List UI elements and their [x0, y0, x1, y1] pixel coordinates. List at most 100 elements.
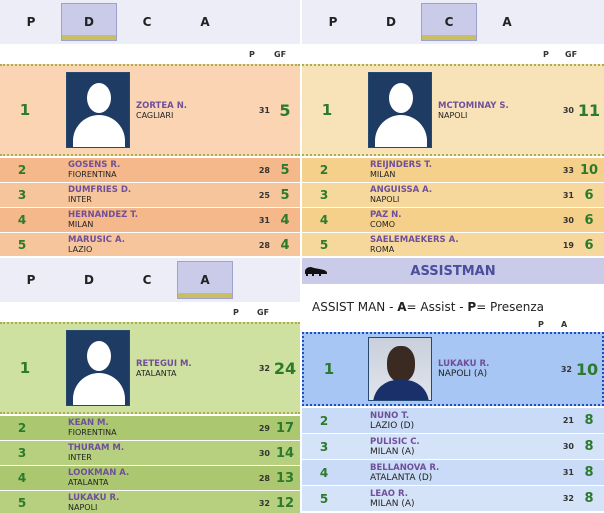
goals: 6	[584, 212, 594, 228]
list-item[interactable]: 4 LOOKMAN A. ATALANTA 28 13	[0, 466, 300, 490]
list-item[interactable]: 3 THURAM M. INTER 30 14	[0, 441, 300, 465]
player-list: 2 NUNO T. LAZIO (D) 21 8 3 PULISIC C. MILA…	[302, 408, 604, 512]
role-tabs: P D C A	[302, 0, 604, 44]
player-team: NAPOLI	[370, 195, 400, 204]
tab-p[interactable]: P	[3, 261, 59, 299]
list-item[interactable]: 2 NUNO T. LAZIO (D) 21 8	[302, 408, 604, 433]
goals: 5	[280, 162, 290, 178]
appearances: 30	[562, 215, 574, 225]
player-team: NAPOLI (A)	[438, 369, 488, 379]
rank: 5	[17, 496, 27, 510]
rank: 3	[319, 188, 329, 202]
player-name: LOOKMAN A.	[68, 468, 130, 478]
col-header-a: A	[561, 320, 568, 329]
top-player-row[interactable]: 1 MCTOMINAY S. NAPOLI 30 11	[302, 64, 604, 156]
player-team: LAZIO (D)	[370, 420, 415, 431]
goals: 6	[584, 187, 594, 203]
player-info: RETEGUI M. ATALANTA	[136, 359, 248, 378]
top-player-row[interactable]: 1 LUKAKU R. NAPOLI (A) 32 10	[302, 332, 604, 406]
list-item[interactable]: 2 KEAN M. FIORENTINA 29 17	[0, 416, 300, 440]
assists: 8	[584, 439, 594, 454]
tab-a[interactable]: A	[177, 3, 233, 41]
player-name: MCTOMINAY S.	[438, 100, 509, 111]
player-team: CAGLIARI	[136, 110, 174, 120]
top-player-row[interactable]: 1 RETEGUI M. ATALANTA 32 24	[0, 322, 300, 414]
player-name: PULISIC C.	[370, 436, 420, 447]
list-item[interactable]: 4 HERNANDEZ T. MILAN 31 4	[0, 208, 300, 232]
list-item[interactable]: 5 LUKAKU R. NAPOLI 32 12	[0, 491, 300, 513]
tab-a[interactable]: A	[479, 3, 535, 41]
rank: 4	[319, 213, 329, 227]
list-item[interactable]: 5 LEAO R. MILAN (A) 32 8	[302, 486, 604, 511]
player-name: ZORTEA N.	[136, 100, 188, 111]
tab-c[interactable]: C	[119, 261, 175, 299]
player-team: LAZIO	[68, 245, 93, 254]
tab-p[interactable]: P	[305, 3, 361, 41]
goals: 12	[275, 495, 295, 511]
player-team: MILAN (A)	[370, 498, 415, 509]
col-header-p: P	[538, 320, 544, 329]
goals: 11	[577, 100, 601, 120]
tab-p[interactable]: P	[3, 3, 59, 41]
role-tabs: P D C A	[0, 258, 300, 302]
tab-c[interactable]: C	[421, 3, 477, 41]
tab-c[interactable]: C	[119, 3, 175, 41]
appearances: 32	[562, 494, 574, 503]
player-info: MCTOMINAY S. NAPOLI	[438, 101, 552, 120]
list-item[interactable]: 3 PULISIC C. MILAN (A) 30 8	[302, 434, 604, 459]
assists: 8	[584, 491, 594, 506]
player-name: GOSENS R.	[68, 160, 121, 170]
player-name: LUKAKU R.	[438, 359, 490, 369]
panel-assistman: ASSISTMAN ASSIST MAN - A= Assist - P= Pr…	[302, 258, 604, 513]
list-item[interactable]: 2 GOSENS R. FIORENTINA 28 5	[0, 158, 300, 182]
list-item[interactable]: 4 PAZ N. COMO 30 6	[302, 208, 604, 232]
player-list: 2 GOSENS R. FIORENTINA 28 5 3 DUMFRIES D.…	[0, 158, 300, 256]
legend-p: P	[467, 300, 477, 314]
assists: 8	[584, 465, 594, 480]
assists: 10	[575, 359, 599, 379]
goals: 24	[273, 358, 297, 378]
player-info: ZORTEA N. CAGLIARI	[136, 101, 248, 120]
rank: 2	[17, 421, 27, 435]
list-item[interactable]: 3 DUMFRIES D. INTER 25 5	[0, 183, 300, 207]
legend-a-text: = Assist -	[406, 300, 468, 314]
appearances: 28	[258, 240, 270, 250]
panel-forwards: P D C A P GF 1 RETEGUI M. ATALANTA 32 24…	[0, 258, 300, 513]
appearances: 19	[562, 240, 574, 250]
legend-a: A	[397, 300, 407, 314]
rank: 3	[17, 446, 27, 460]
player-name: BELLANOVA R.	[370, 462, 440, 473]
col-header-gf: GF	[257, 308, 270, 317]
appearances: 32	[560, 364, 572, 374]
tab-d[interactable]: D	[61, 261, 117, 299]
player-avatar-placeholder-icon	[368, 72, 432, 148]
player-name: NUNO T.	[370, 410, 410, 421]
list-item[interactable]: 5 SAELEMAEKERS A. ROMA 19 6	[302, 233, 604, 256]
goals: 14	[275, 445, 295, 461]
tab-d[interactable]: D	[61, 3, 117, 41]
assistman-legend: ASSIST MAN - A= Assist - P= Presenza	[312, 300, 544, 314]
list-item[interactable]: 3 ANGUISSA A. NAPOLI 31 6	[302, 183, 604, 207]
player-name: KEAN M.	[68, 418, 109, 428]
player-team: COMO	[370, 220, 396, 229]
list-item[interactable]: 5 MARUSIC A. LAZIO 28 4	[0, 233, 300, 256]
rank: 5	[319, 238, 329, 252]
rank: 1	[19, 101, 31, 119]
tab-a[interactable]: A	[177, 261, 233, 299]
tab-d[interactable]: D	[363, 3, 419, 41]
player-team: INTER	[68, 453, 92, 462]
rank: 2	[319, 163, 329, 177]
player-name: LEAO R.	[370, 488, 408, 499]
football-boot-icon	[305, 267, 327, 276]
col-header-p: P	[249, 50, 255, 59]
player-team: ATALANTA	[136, 368, 177, 378]
assistman-title: ASSISTMAN	[410, 263, 496, 279]
assistman-header: ASSISTMAN	[302, 258, 604, 284]
rank: 3	[17, 188, 27, 202]
top-player-row[interactable]: 1 ZORTEA N. CAGLIARI 31 5	[0, 64, 300, 156]
list-item[interactable]: 2 REIJNDERS T. MILAN 33 10	[302, 158, 604, 182]
player-name: SAELEMAEKERS A.	[370, 235, 459, 245]
list-item[interactable]: 4 BELLANOVA R. ATALANTA (D) 31 8	[302, 460, 604, 485]
appearances: 28	[258, 165, 270, 175]
